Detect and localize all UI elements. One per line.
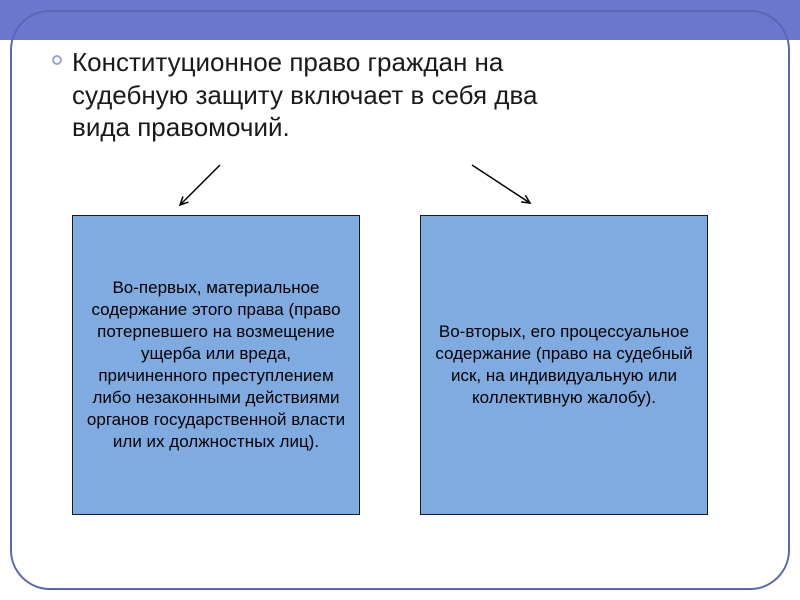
info-box-right-text: Во-вторых, его процессуальное содержание… [433, 321, 695, 409]
info-box-left: Во-первых, материальное содержание этого… [72, 215, 360, 515]
info-box-right: Во-вторых, его процессуальное содержание… [420, 215, 708, 515]
header-band [0, 0, 800, 40]
bullet-icon [52, 55, 62, 65]
slide-title: Конституционное право граждан на судебну… [72, 46, 537, 144]
info-box-left-text: Во-первых, материальное содержание этого… [85, 277, 347, 454]
